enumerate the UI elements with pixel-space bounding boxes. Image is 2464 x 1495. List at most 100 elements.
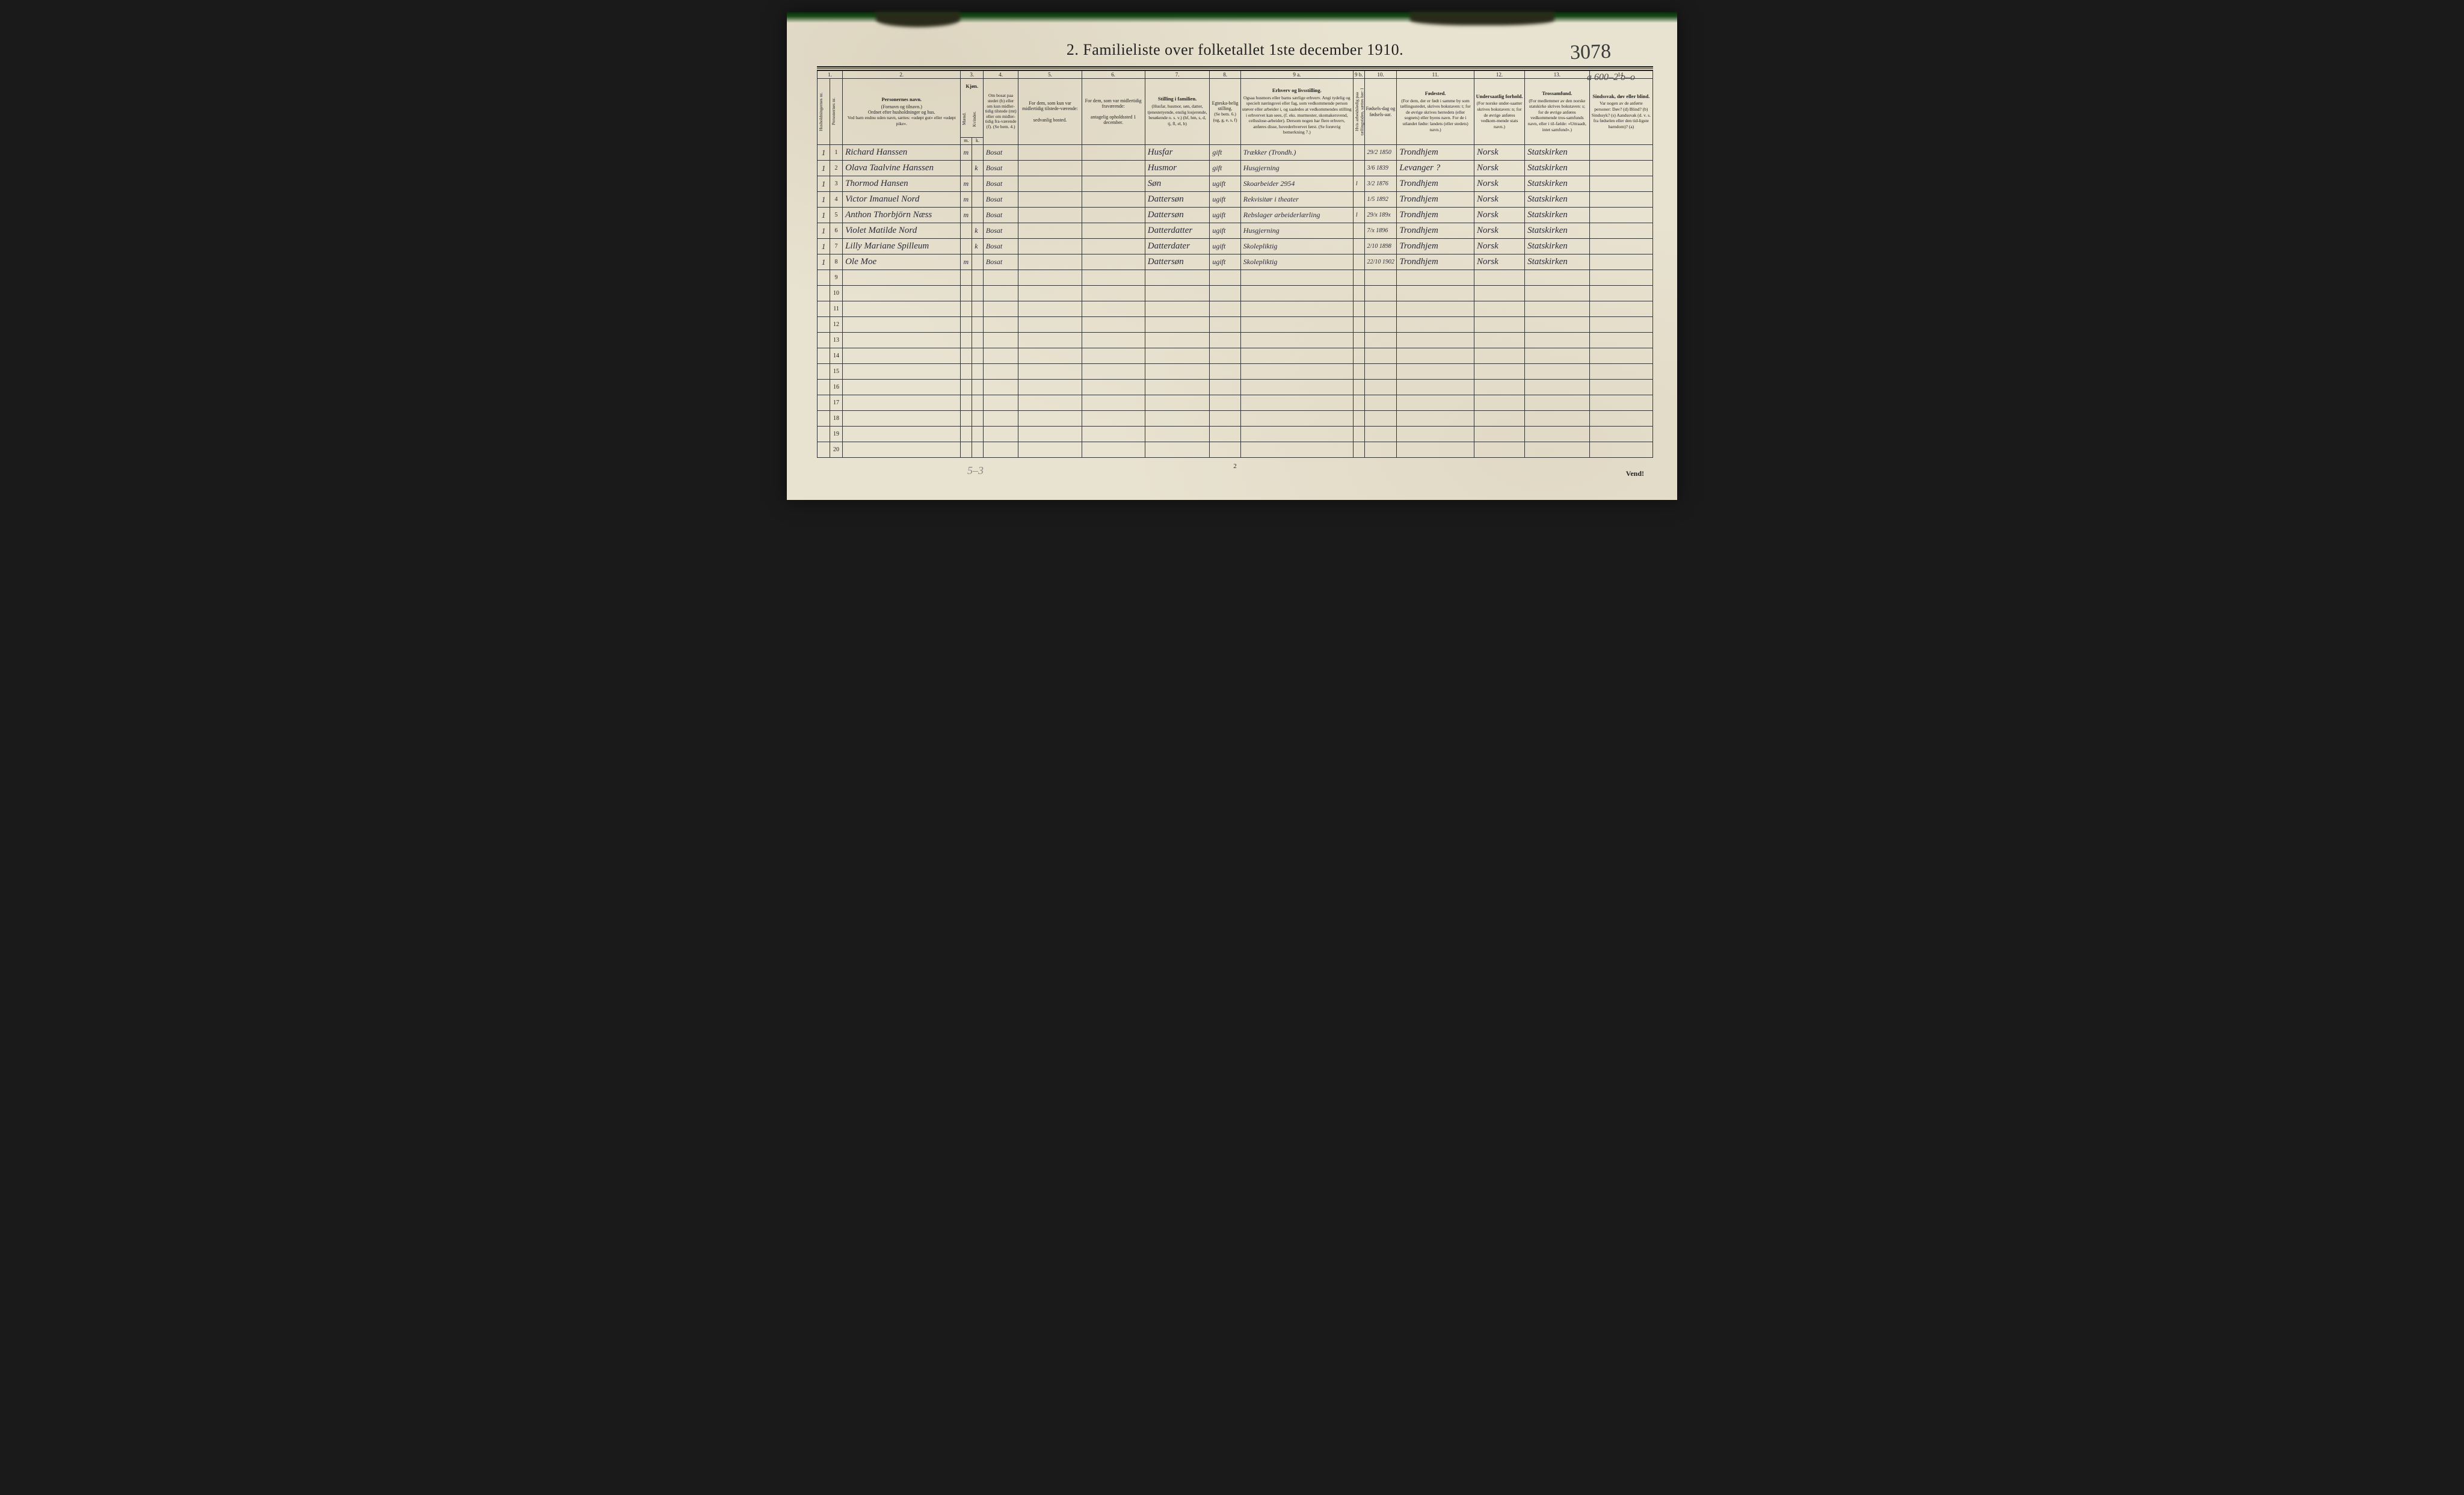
colnum: 7. — [1145, 70, 1210, 79]
cell-hh: 1 — [818, 161, 830, 176]
cell — [983, 364, 1018, 380]
colnum: 12. — [1474, 70, 1524, 79]
cell-nr: 11 — [830, 301, 843, 317]
cell-tros: Statskirken — [1525, 239, 1590, 254]
cell — [1210, 317, 1240, 333]
cell — [1525, 301, 1590, 317]
cell — [1397, 286, 1474, 301]
cell — [843, 333, 961, 348]
cell-tros: Statskirken — [1525, 223, 1590, 239]
cell — [1589, 286, 1652, 301]
cell — [1474, 286, 1524, 301]
cell — [1210, 348, 1240, 364]
cell-dob: 22/10 1902 — [1364, 254, 1397, 270]
cell-bosat: Bosat — [983, 254, 1018, 270]
cell — [1353, 301, 1364, 317]
cell-sted: Trondhjem — [1397, 223, 1474, 239]
cell — [1589, 427, 1652, 442]
cell — [972, 333, 984, 348]
cell-col5 — [1018, 161, 1082, 176]
cell-tros: Statskirken — [1525, 176, 1590, 192]
colnum: 11. — [1397, 70, 1474, 79]
cell-dob: 2/10 1898 — [1364, 239, 1397, 254]
cell-14 — [1589, 223, 1652, 239]
cell — [961, 333, 972, 348]
cell-bosat: Bosat — [983, 161, 1018, 176]
cell — [961, 380, 972, 395]
colnum: 9 a. — [1240, 70, 1353, 79]
cell-name: Victor Imanuel Nord — [843, 192, 961, 208]
cell — [1364, 411, 1397, 427]
colnum: 8. — [1210, 70, 1240, 79]
cell — [1240, 301, 1353, 317]
cell — [1397, 333, 1474, 348]
cell — [1145, 380, 1210, 395]
cell-sex-m: m — [961, 176, 972, 192]
cell — [1018, 286, 1082, 301]
cell — [1589, 348, 1652, 364]
cell — [1018, 364, 1082, 380]
cell-dob: 3/6 1839 — [1364, 161, 1397, 176]
cell — [1474, 442, 1524, 458]
cell — [1364, 301, 1397, 317]
cell — [961, 427, 972, 442]
cell-under: Norsk — [1474, 239, 1524, 254]
cell — [983, 333, 1018, 348]
cell-nr: 14 — [830, 348, 843, 364]
cell-sex-k: k — [972, 239, 984, 254]
cell — [1210, 380, 1240, 395]
cell — [1082, 348, 1145, 364]
table-row-empty: 9 — [818, 270, 1653, 286]
cell-dob: 7/x 1896 — [1364, 223, 1397, 239]
cell-egte: ugift — [1210, 239, 1240, 254]
cell — [843, 286, 961, 301]
cell-col6 — [1082, 254, 1145, 270]
cell-sted: Trondhjem — [1397, 254, 1474, 270]
cell-nr: 9 — [830, 270, 843, 286]
cell-14 — [1589, 254, 1652, 270]
cell-name: Olava Taalvine Hanssen — [843, 161, 961, 176]
colnum: 5. — [1018, 70, 1082, 79]
cell — [1474, 395, 1524, 411]
cell-name: Lilly Mariane Spilleum — [843, 239, 961, 254]
cell — [1474, 380, 1524, 395]
cell-tros: Statskirken — [1525, 145, 1590, 161]
cell — [1589, 411, 1652, 427]
cell — [1018, 333, 1082, 348]
table-row-empty: 16 — [818, 380, 1653, 395]
cell — [1525, 364, 1590, 380]
cell — [1082, 427, 1145, 442]
table-row-empty: 19 — [818, 427, 1653, 442]
header-egteskab: Egteska-belig stilling. (Se bem. 6.) (ug… — [1210, 79, 1240, 145]
header-arbeidsledig: Hvis arbeidsledig paa tællingstiden, sæt… — [1353, 79, 1364, 145]
cell — [818, 333, 830, 348]
cell — [1082, 286, 1145, 301]
footer-page-number: 2 — [817, 463, 1653, 470]
cell — [1474, 333, 1524, 348]
table-row-empty: 10 — [818, 286, 1653, 301]
cell-tros: Statskirken — [1525, 161, 1590, 176]
cell-sted: Trondhjem — [1397, 145, 1474, 161]
cell — [1525, 395, 1590, 411]
cell — [1525, 333, 1590, 348]
colnum: 3. — [961, 70, 983, 79]
header-household-nr: Husholdningernes nr. — [818, 79, 830, 145]
cell-name: Thormod Hansen — [843, 176, 961, 192]
cell — [1210, 301, 1240, 317]
cell-sex-k — [972, 192, 984, 208]
cell — [843, 395, 961, 411]
cell — [1397, 301, 1474, 317]
cell-9b — [1353, 192, 1364, 208]
cell-9b — [1353, 223, 1364, 239]
cell — [1145, 411, 1210, 427]
cell — [983, 348, 1018, 364]
cell-erhverv: Skoarbeider 2954 — [1240, 176, 1353, 192]
cell — [1353, 395, 1364, 411]
cell — [1353, 286, 1364, 301]
cell — [961, 395, 972, 411]
cell — [1397, 348, 1474, 364]
cell-hh: 1 — [818, 239, 830, 254]
cell — [1240, 395, 1353, 411]
cell — [1353, 348, 1364, 364]
table-body: 11Richard HanssenmBosatHusfargiftTrækker… — [818, 145, 1653, 458]
